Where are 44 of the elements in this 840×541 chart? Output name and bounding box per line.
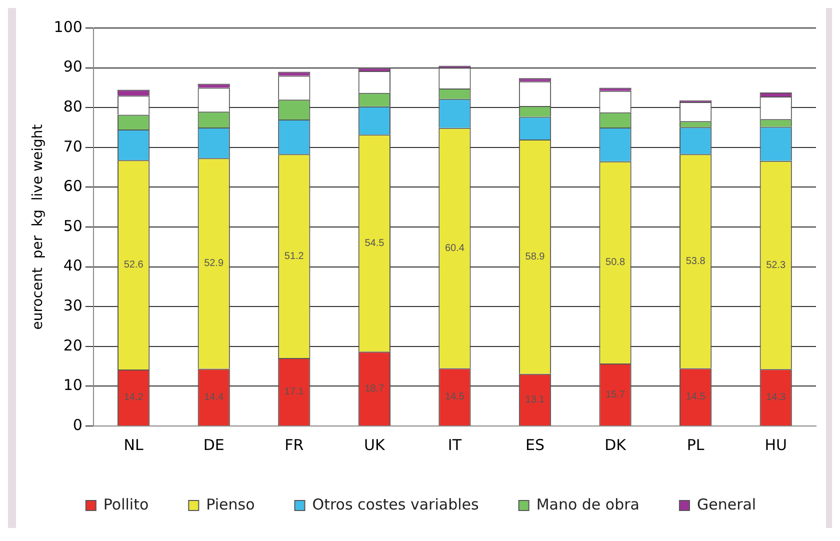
y-tick-label: 60	[63, 177, 82, 196]
data-label: 15.7	[606, 389, 626, 400]
x-tick-label: HU	[764, 436, 787, 454]
y-tick-label: 80	[63, 97, 82, 116]
data-label: 14.5	[444, 392, 465, 403]
legend-label: General	[696, 495, 756, 514]
legend-label: Mano de obra	[536, 495, 640, 514]
y-tick-label: 10	[63, 376, 82, 394]
legend-label: Otros costes variables	[312, 495, 479, 514]
data-label: 52.6	[124, 260, 144, 271]
data-label: 14.3	[766, 392, 786, 404]
data-label: 14.2	[124, 392, 144, 404]
x-tick-label: UK	[364, 436, 386, 454]
data-label: 54.5	[364, 238, 385, 249]
y-axis-title: eurocent per kg live weight	[30, 124, 46, 330]
data-label: 13.1	[525, 394, 546, 406]
legend-label: Pollito	[103, 495, 149, 514]
y-tick-label: 90	[63, 58, 82, 76]
data-label: 52.3	[766, 260, 786, 271]
data-label: 14.5	[686, 392, 706, 403]
x-tick-label: IT	[448, 436, 462, 454]
y-tick-label: 20	[63, 336, 82, 354]
data-label: 14.4	[204, 392, 224, 403]
x-tick-label: NL	[124, 436, 144, 454]
data-label: 52.9	[204, 258, 224, 270]
data-label: 17.1	[284, 386, 304, 398]
legend-label: Pienso	[206, 495, 255, 514]
data-label: 58.9	[525, 251, 546, 262]
y-tick-label: 40	[63, 256, 82, 275]
data-label: 18.7	[364, 383, 385, 394]
x-tick-label: ES	[526, 436, 544, 454]
data-label: 50.8	[606, 257, 626, 268]
y-tick-label: 70	[63, 137, 82, 156]
x-tick-label: FR	[284, 436, 304, 454]
x-tick-label: DK	[604, 436, 628, 454]
x-tick-label: DE	[203, 436, 224, 454]
y-tick-label: 30	[63, 296, 82, 314]
x-tick-label: PL	[686, 436, 705, 454]
data-label: 53.8	[686, 256, 706, 267]
data-label: 51.2	[284, 250, 304, 262]
y-tick-label: 50	[63, 216, 82, 235]
y-tick-label: 0	[72, 416, 82, 434]
y-tick-label: 100	[54, 18, 82, 36]
data-label: 60.4	[444, 242, 465, 254]
